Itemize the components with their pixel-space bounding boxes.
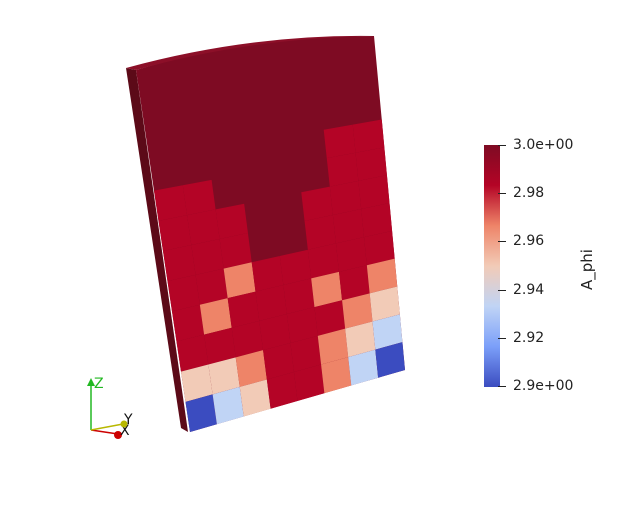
scalar-bar-tick-mark: [498, 145, 506, 146]
mesh-cell: [223, 262, 256, 299]
mesh-cell: [366, 258, 398, 294]
mesh-cell: [263, 343, 294, 380]
mesh-cell: [158, 215, 192, 251]
mesh-cell: [317, 328, 349, 365]
mesh-cell: [321, 357, 352, 394]
mesh-cell: [375, 342, 405, 378]
mesh-cell: [266, 372, 298, 409]
mesh-cell: [182, 179, 216, 216]
mesh-cell: [176, 334, 209, 372]
mesh-cell: [364, 230, 395, 266]
x-axis-arrow: [114, 431, 122, 439]
mesh-cell: [326, 152, 359, 187]
mesh-cell: [154, 185, 188, 221]
mesh-cell: [304, 215, 336, 250]
mesh-cell: [290, 335, 322, 372]
mesh-cell: [369, 286, 400, 322]
mesh-cell: [215, 203, 248, 239]
scalar-bar-tick-label: 2.94: [513, 282, 545, 298]
mesh-cell: [358, 175, 390, 209]
mesh-cell: [251, 256, 284, 292]
scalar-bar-gradient: [484, 145, 500, 387]
mesh-cell: [185, 394, 217, 432]
mesh-cell: [181, 364, 213, 402]
scalar-bar-tick-label: 2.98: [513, 185, 545, 201]
mesh-cell: [255, 285, 287, 321]
mesh-cell: [323, 124, 356, 159]
mesh-cell: [314, 300, 346, 336]
scalar-bar-title: A_phi: [578, 249, 596, 290]
mesh-cell: [345, 321, 376, 358]
mesh-cell: [163, 245, 196, 282]
mesh-cell: [339, 265, 370, 301]
mesh-cell: [199, 298, 232, 335]
mesh-cell: [293, 364, 325, 401]
mesh-cell: [227, 291, 260, 328]
scalar-bar-tick-label: 2.9e+00: [513, 378, 574, 394]
mesh-cell: [195, 268, 228, 305]
z-axis-arrow: [87, 378, 95, 386]
mesh-cell: [332, 209, 365, 244]
mesh-cell: [239, 379, 271, 417]
z-axis-label: Z: [94, 376, 104, 392]
mesh-cell: [286, 307, 318, 343]
scalar-bar-tick-label: 2.96: [513, 233, 545, 249]
scalar-bar-tick-label: 3.0e+00: [513, 137, 574, 153]
mesh-cell: [231, 320, 264, 358]
mesh-cell: [283, 278, 315, 314]
mesh-cell: [235, 350, 267, 387]
mesh-cell: [191, 239, 224, 275]
orientation-axes: Z X Y: [87, 376, 133, 439]
mesh-cell: [361, 203, 393, 238]
mesh-cell: [301, 186, 333, 221]
mesh-cell: [172, 304, 205, 342]
mesh-cell: [259, 314, 291, 351]
y-axis-label: Y: [123, 412, 133, 428]
mesh-cell: [352, 119, 385, 153]
scalar-bar-tick-mark: [498, 193, 506, 194]
scalar-bar-tick-mark: [498, 338, 506, 339]
y-axis-arrow: [120, 420, 128, 428]
scalar-bar-tick-mark: [498, 290, 506, 291]
mesh-cell: [307, 243, 339, 279]
mesh-cell: [219, 233, 252, 269]
mesh-cell: [329, 180, 362, 215]
mesh-cell: [167, 274, 200, 312]
mesh-cell: [208, 357, 240, 395]
mesh-cell: [372, 314, 403, 350]
mesh-cell: [204, 327, 236, 365]
scalar-bar-tick-mark: [498, 386, 506, 387]
mesh-cell: [212, 386, 244, 425]
mesh-side-face: [126, 68, 188, 432]
mesh-cell: [187, 209, 220, 245]
mesh-cell: [355, 147, 387, 181]
mesh-cell: [348, 349, 379, 386]
mesh-cell: [335, 237, 367, 272]
mesh-cell: [342, 293, 373, 329]
x-axis-label: X: [120, 423, 130, 439]
scalar-bar-tick-label: 2.92: [513, 330, 545, 346]
y-axis-line: [90, 423, 124, 431]
scalar-bar-tick-mark: [498, 241, 506, 242]
mesh-cells: [154, 119, 405, 432]
mesh-cell: [279, 249, 312, 285]
mesh-cell: [311, 271, 343, 308]
x-axis-line: [90, 429, 119, 435]
